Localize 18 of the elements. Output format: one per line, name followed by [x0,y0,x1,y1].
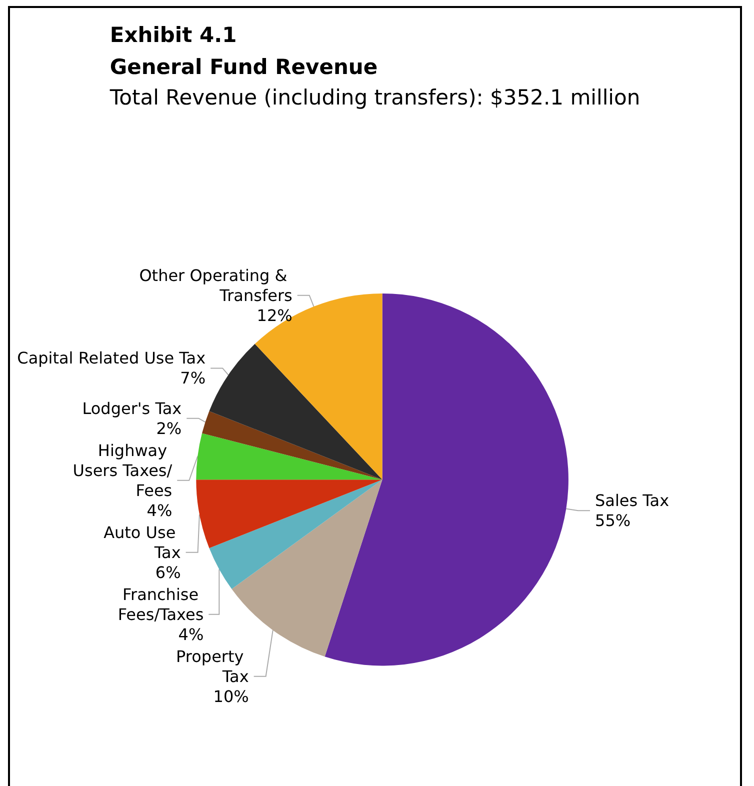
slice-label: Other Operating & Transfers [139,266,292,305]
slice-label: Auto Use Tax [104,522,181,562]
data-label: 4% [178,624,204,644]
slice-label: Franchise Fees/Taxes [118,584,204,624]
chart-subtitle: Total Revenue (including transfers): $352.1 million [108,86,640,110]
data-label: 2% [156,418,182,438]
data-label: 4% [146,500,172,520]
chart-title: Exhibit 4.1 General Fund Revenue [110,23,378,79]
slice-label: Sales Tax [595,491,670,510]
data-label: 55% [595,511,631,530]
slice-label: Lodger's Tax [82,398,182,418]
data-label: 7% [180,368,206,388]
data-label: 10% [213,686,249,706]
slice-label: Capital Related Use Tax [17,348,206,368]
data-label: 6% [155,562,181,582]
data-label: 12% [256,306,292,325]
slice-label: Highway Users Taxes/Fees [72,440,173,500]
slice-label: Property Tax [176,646,249,686]
